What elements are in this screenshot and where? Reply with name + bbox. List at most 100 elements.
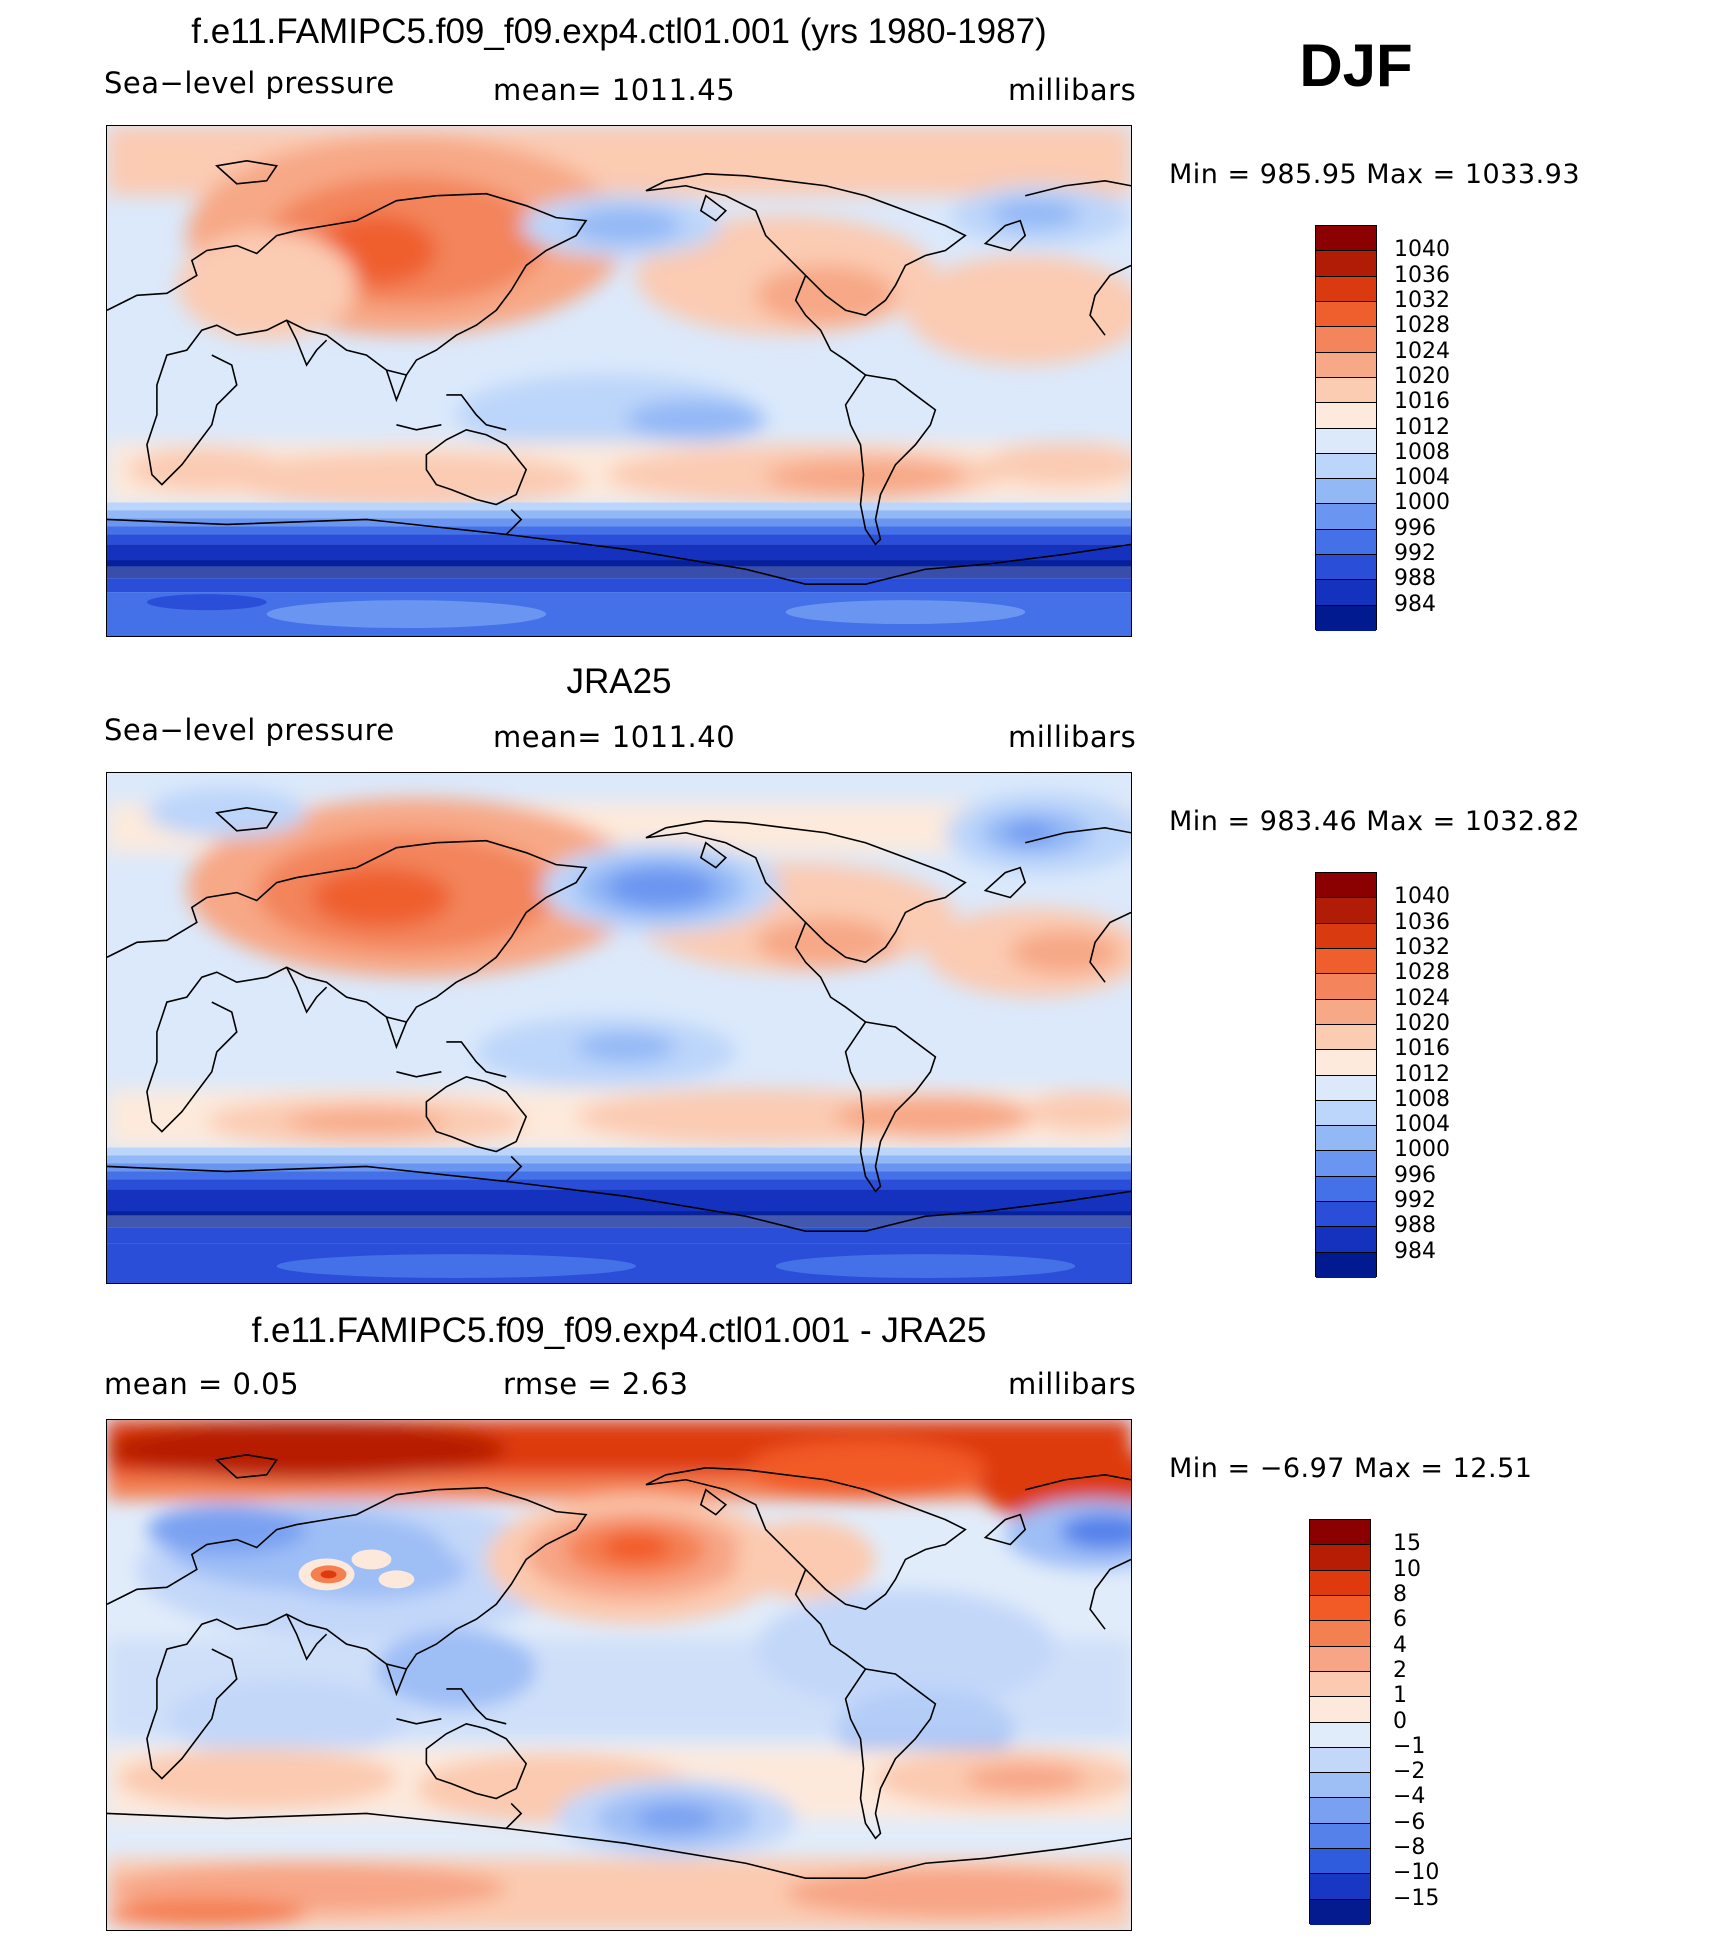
colorbar-segment [1316, 453, 1376, 480]
colorbar-tick-label: 15 [1393, 1531, 1421, 1557]
colorbar-segment [1316, 948, 1376, 975]
panel-obs-units-label: millibars [1008, 720, 1137, 754]
panel-obs-variable-label: Sea−level pressure [104, 713, 395, 747]
colorbar-segment [1316, 605, 1376, 631]
colorbar-segment [1310, 1747, 1370, 1774]
colorbar-segment [1316, 999, 1376, 1025]
coastline-overlay [107, 160, 1131, 585]
season-label: DJF [1299, 32, 1413, 99]
colorbar-segment [1316, 555, 1376, 581]
panel-diff-units-label: millibars [1008, 1367, 1137, 1401]
colorbar-segment [1310, 1697, 1370, 1723]
colorbar-tick-label: 1024 [1394, 985, 1450, 1011]
colorbar-segment [1316, 504, 1376, 530]
colorbar-segment [1316, 403, 1376, 429]
panel-diff-rmse-label: rmse = 2.63 [503, 1367, 689, 1401]
colorbar-tick-label: 8 [1393, 1581, 1407, 1607]
panel-diff-map [106, 1419, 1132, 1931]
colorbar-tick-label: 1008 [1394, 1086, 1450, 1112]
colorbar-segment [1316, 1050, 1376, 1076]
panel-obs-title: JRA25 [566, 662, 672, 701]
colorbar-tick-label: 1036 [1394, 909, 1450, 935]
colorbar-segment [1316, 479, 1376, 505]
colorbar-tick-label: 1016 [1394, 1036, 1450, 1062]
colorbar-tick-label: 1004 [1394, 1112, 1450, 1138]
colorbar-segment [1310, 1823, 1370, 1850]
colorbar-tick-label: 988 [1394, 566, 1436, 592]
colorbar-tick-label: 1020 [1394, 363, 1450, 389]
colorbar-segment [1310, 1646, 1370, 1672]
colorbar-segment [1310, 1595, 1370, 1622]
colorbar-tick-label: 10 [1393, 1556, 1421, 1582]
colorbar-segment [1310, 1621, 1370, 1647]
colorbar-segment [1310, 1520, 1370, 1546]
colorbar-segment [1316, 580, 1376, 606]
colorbar-tick-label: 1036 [1394, 262, 1450, 288]
colorbar-tick-label: 992 [1394, 541, 1436, 567]
colorbar-tick-label: −6 [1393, 1809, 1426, 1835]
coastline-overlay [107, 807, 1131, 1232]
colorbar-segment [1316, 1252, 1376, 1278]
colorbar-segment [1316, 226, 1376, 252]
colorbar-tick-label: 984 [1394, 1238, 1436, 1264]
colorbar-segment [1316, 301, 1376, 328]
colorbar-tick-label: 4 [1393, 1632, 1407, 1658]
panel-model-mean-label: mean= 1011.45 [493, 73, 736, 107]
colorbar-segment [1316, 1227, 1376, 1253]
colorbar-tick-label: 1028 [1394, 313, 1450, 339]
colorbar-segment [1310, 1849, 1370, 1875]
colorbar-segment [1316, 1202, 1376, 1228]
colorbar-tick-label: 1008 [1394, 439, 1450, 465]
panel-model-title: f.e11.FAMIPC5.f09_f09.exp4.ctl01.001 (yr… [191, 12, 1047, 51]
panel-model-colorbar [1315, 225, 1377, 631]
colorbar-segment [1316, 1151, 1376, 1177]
panel-obs-colorbar [1315, 872, 1377, 1278]
panel-diff-mean-label: mean = 0.05 [104, 1367, 300, 1401]
colorbar-segment [1310, 1671, 1370, 1698]
panel-model-minmax: Min = 985.95 Max = 1033.93 [1169, 159, 1581, 190]
panel-diff-field [107, 1420, 1131, 1930]
panel-model-map [106, 125, 1132, 637]
panel-obs-mean-label: mean= 1011.40 [493, 720, 736, 754]
colorbar-segment [1316, 1176, 1376, 1203]
colorbar-tick-label: 1032 [1394, 287, 1450, 313]
colorbar-tick-label: −4 [1393, 1784, 1426, 1810]
colorbar-segment [1310, 1874, 1370, 1900]
colorbar-segment [1316, 974, 1376, 1000]
colorbar-tick-label: 1 [1393, 1683, 1407, 1709]
colorbar-segment [1310, 1773, 1370, 1799]
colorbar-segment [1316, 1126, 1376, 1152]
panel-diff-title: f.e11.FAMIPC5.f09_f09.exp4.ctl01.001 - J… [251, 1311, 987, 1350]
colorbar-tick-label: 1040 [1394, 237, 1450, 263]
colorbar-segment [1310, 1899, 1370, 1925]
colorbar-segment [1316, 1075, 1376, 1101]
colorbar-segment [1316, 1100, 1376, 1127]
colorbar-tick-label: 1016 [1394, 389, 1450, 415]
colorbar-tick-label: 6 [1393, 1607, 1407, 1633]
panel-diff-colorbar [1309, 1519, 1371, 1925]
colorbar-segment [1316, 529, 1376, 556]
panel-obs-field [107, 773, 1131, 1283]
colorbar-tick-label: 984 [1394, 591, 1436, 617]
colorbar-tick-label: −2 [1393, 1759, 1426, 1785]
colorbar-segment [1310, 1722, 1370, 1748]
colorbar-tick-label: 1000 [1394, 1137, 1450, 1163]
panel-model-variable-label: Sea−level pressure [104, 66, 395, 100]
colorbar-segment [1316, 873, 1376, 899]
colorbar-tick-label: 992 [1394, 1188, 1436, 1214]
colorbar-tick-label: 1020 [1394, 1010, 1450, 1036]
panel-diff-minmax: Min = −6.97 Max = 12.51 [1169, 1453, 1533, 1484]
colorbar-tick-label: 2 [1393, 1657, 1407, 1683]
colorbar-segment [1316, 428, 1376, 454]
colorbar-tick-label: 996 [1394, 1162, 1436, 1188]
colorbar-tick-label: 1024 [1394, 338, 1450, 364]
colorbar-tick-label: 1004 [1394, 465, 1450, 491]
colorbar-tick-label: −1 [1393, 1733, 1426, 1759]
colorbar-segment [1316, 1024, 1376, 1051]
colorbar-tick-label: 988 [1394, 1213, 1436, 1239]
colorbar-segment [1316, 923, 1376, 949]
colorbar-tick-label: 1040 [1394, 884, 1450, 910]
panel-model-units-label: millibars [1008, 73, 1137, 107]
colorbar-segment [1316, 352, 1376, 378]
panel-obs-map [106, 772, 1132, 1284]
